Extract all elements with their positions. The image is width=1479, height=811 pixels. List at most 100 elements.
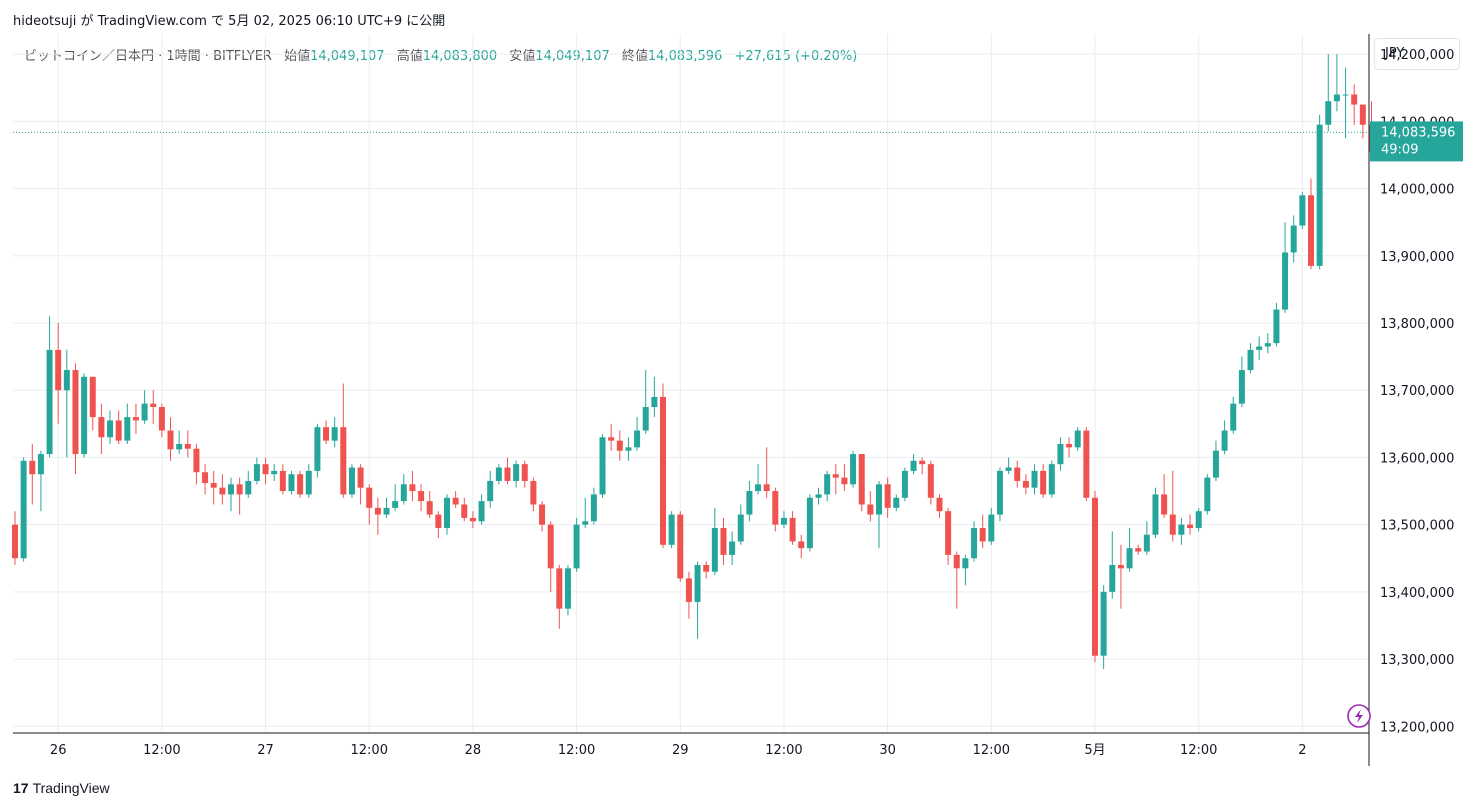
ohlc-legend: ビットコイン／日本円 · 1時間 · BITFLYER 始値14,049,107… (24, 45, 857, 64)
candle-body (703, 564, 710, 572)
candle-body (1135, 548, 1142, 552)
candle-body (1290, 225, 1297, 253)
candle-body (1273, 309, 1280, 344)
candle-body (850, 454, 857, 485)
lightning-icon[interactable] (1347, 704, 1371, 728)
candle (392, 484, 399, 512)
candle-body (668, 514, 675, 545)
candle-body (1066, 443, 1073, 448)
candle (46, 316, 53, 458)
candle (1152, 487, 1159, 539)
candle (858, 454, 865, 512)
time-tick-label: 12:00 (558, 743, 595, 758)
bar-countdown-label: 49:09 (1381, 142, 1418, 157)
candle (634, 417, 641, 451)
candle (141, 390, 148, 424)
candle (1264, 333, 1271, 354)
candle (1299, 191, 1306, 229)
candle (608, 423, 615, 451)
candle (927, 460, 934, 505)
candle (789, 511, 796, 545)
candle-body (487, 480, 494, 502)
close-label: 終値 (621, 49, 648, 64)
candle (1342, 67, 1349, 139)
candle (400, 474, 407, 505)
candle-body (1048, 464, 1055, 495)
candle-body (158, 407, 165, 431)
candle-body (720, 528, 727, 555)
candle-body (910, 460, 917, 471)
candle (271, 464, 278, 481)
candle-body (452, 497, 459, 505)
candle (1256, 336, 1263, 360)
candle-body (513, 464, 520, 481)
candle-body (297, 474, 304, 495)
publish-info: hideotsuji が TradingView.com で 5月 02, 20… (13, 14, 446, 29)
candle-body (400, 484, 407, 502)
candle-body (936, 497, 943, 512)
candle-body (660, 396, 666, 545)
candle-body (132, 417, 139, 421)
candle (1273, 302, 1280, 347)
candle (1117, 544, 1124, 609)
candle (521, 460, 528, 488)
candle-body (314, 427, 321, 471)
candle-body (755, 484, 762, 492)
candle-body (1342, 94, 1349, 96)
candle (513, 460, 520, 488)
candle-body (893, 497, 900, 508)
candle-body (1204, 477, 1211, 512)
candle-body (616, 440, 623, 451)
candle-body (1126, 548, 1133, 569)
low-label: 安値 (509, 49, 536, 64)
candle-body (711, 528, 718, 572)
candle-body (1221, 430, 1228, 451)
tradingview-footer[interactable]: 17 TradingView (13, 780, 110, 796)
candle-body (1083, 430, 1090, 498)
candle (115, 410, 122, 444)
candle-body (953, 554, 960, 569)
candle-body (988, 514, 995, 542)
price-tick-label: 13,700,000 (1380, 384, 1454, 399)
candle-body (1282, 252, 1289, 310)
candle (1048, 460, 1055, 498)
candle-body (461, 504, 468, 518)
candle (780, 511, 787, 529)
candle-body (107, 420, 114, 438)
time-tick-label: 5月 (1084, 743, 1105, 758)
price-axis[interactable]: 13,200,000 13,300,000 13,400,000 13,500,000… (1380, 48, 1454, 735)
candle-body (677, 514, 684, 579)
candle (1014, 460, 1021, 488)
candle (314, 423, 321, 478)
candle-body (763, 484, 770, 492)
candle-body (1143, 534, 1150, 552)
candle (374, 497, 381, 535)
candle-body (1100, 591, 1107, 656)
symbol-title: ビットコイン／日本円 · 1時間 · BITFLYER (24, 49, 272, 64)
candle (504, 457, 511, 485)
candle (1135, 544, 1142, 555)
candle-body (184, 443, 191, 449)
candle-body (1316, 124, 1323, 266)
price-tick-label: 13,500,000 (1380, 519, 1454, 534)
candle-body (1074, 430, 1081, 448)
candle (651, 376, 658, 418)
candle-body (409, 484, 416, 492)
candle-body (1351, 94, 1358, 105)
currency-button[interactable]: JPY (1374, 38, 1460, 70)
candle-body (945, 511, 952, 555)
candle (176, 430, 183, 455)
candle-body (1299, 195, 1306, 226)
time-tick-label: 12:00 (143, 743, 180, 758)
candle (1247, 343, 1254, 374)
candle (1325, 54, 1332, 132)
candle-body (1152, 494, 1159, 535)
time-axis[interactable]: 26 12:00 27 12:00 28 12:00 29 12:00 30 12:00 5月 12:… (50, 743, 1307, 758)
candle (1238, 356, 1245, 408)
candle-body (331, 427, 338, 441)
candle (409, 470, 416, 502)
candle (1066, 437, 1073, 458)
candle-body (1359, 104, 1366, 125)
candle (1031, 464, 1038, 495)
